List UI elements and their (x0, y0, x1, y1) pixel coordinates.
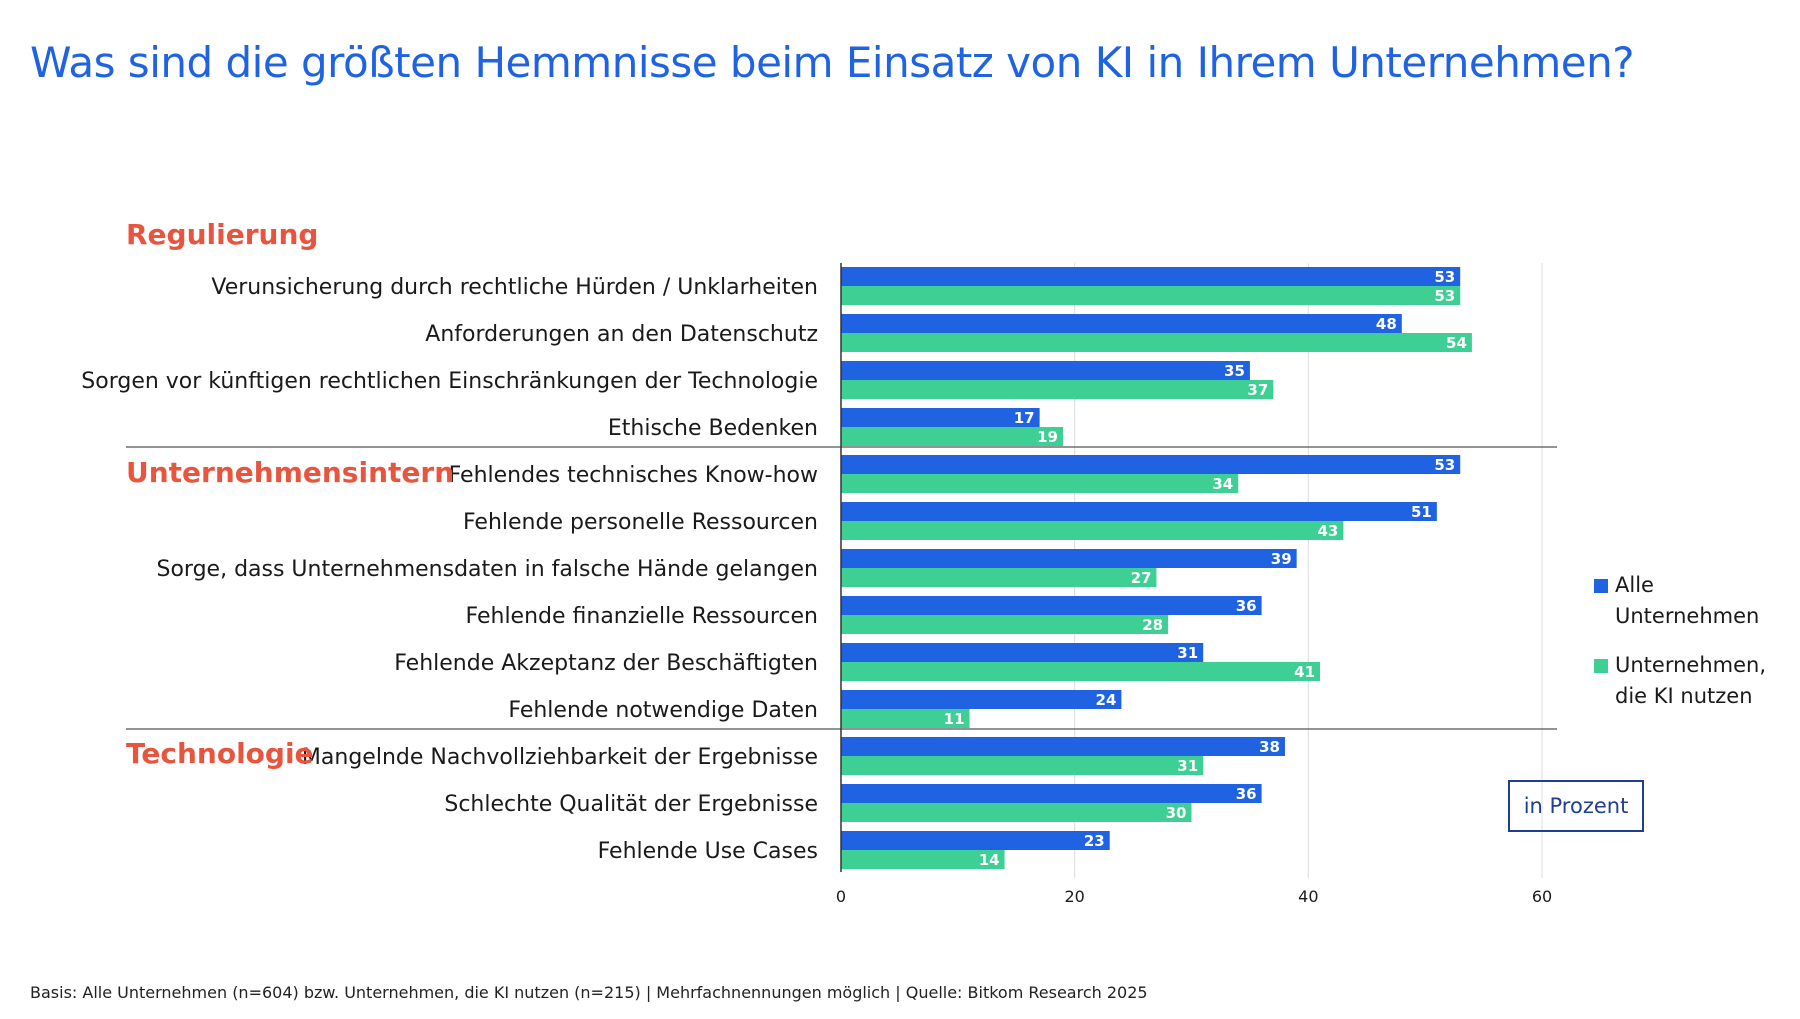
data-label: 14 (979, 851, 1000, 869)
data-label: 17 (1014, 409, 1035, 427)
data-label: 34 (1212, 475, 1233, 493)
category-label: Schlechte Qualität der Ergebnisse (444, 792, 818, 817)
category-label: Sorge, dass Unternehmensdaten in falsche… (157, 557, 819, 582)
bar-ki (841, 380, 1274, 399)
data-label: 54 (1446, 334, 1467, 352)
legend-swatch-ki (1594, 659, 1608, 673)
x-tick-label: 20 (1064, 887, 1084, 906)
bar-alle (841, 549, 1297, 568)
category-label: Fehlende finanzielle Ressourcen (466, 604, 818, 629)
category-label: Anforderungen an den Datenschutz (425, 322, 818, 347)
chart-title: Was sind die größten Hemmnisse beim Eins… (30, 38, 1635, 87)
category-label: Sorgen vor künftigen rechtlichen Einschr… (81, 369, 818, 394)
bar-alle (841, 267, 1461, 286)
legend: Alle Unternehmen Unternehmen, die KI nut… (1594, 570, 1794, 730)
data-label: 48 (1376, 315, 1397, 333)
bar-ki (841, 427, 1063, 446)
data-label: 53 (1434, 456, 1455, 474)
bar-ki (841, 521, 1344, 540)
data-label: 36 (1236, 597, 1257, 615)
bar-ki (841, 756, 1204, 775)
x-tick-label: 0 (836, 887, 846, 906)
bar-alle (841, 455, 1461, 474)
bar-ki (841, 615, 1169, 634)
bar-alle (841, 737, 1285, 756)
x-tick-label: 60 (1532, 887, 1552, 906)
category-label: Verunsicherung durch rechtliche Hürden /… (211, 275, 818, 300)
data-label: 39 (1271, 550, 1292, 568)
group-label: Regulierung (126, 218, 318, 251)
category-label: Fehlendes technisches Know-how (449, 463, 818, 488)
bar-alle (841, 690, 1122, 709)
footnote: Basis: Alle Unternehmen (n=604) bzw. Unt… (30, 983, 1148, 1002)
bar-alle (841, 643, 1204, 662)
bar-ki (841, 662, 1321, 681)
bar-ki (841, 333, 1472, 352)
bar-ki (841, 568, 1157, 587)
category-label: Fehlende notwendige Daten (508, 698, 818, 723)
category-label: Fehlende Use Cases (598, 839, 818, 864)
bar-alle (841, 361, 1250, 380)
legend-label-ki: Unternehmen, die KI nutzen (1615, 653, 1766, 708)
unit-label-box: in Prozent (1508, 780, 1644, 832)
bar-ki (841, 474, 1239, 493)
group-label: Technologie (126, 737, 314, 770)
bar-alle (841, 784, 1262, 803)
data-label: 51 (1411, 503, 1432, 521)
data-label: 37 (1247, 381, 1268, 399)
data-label: 27 (1131, 569, 1152, 587)
bar-ki (841, 286, 1461, 305)
bar-ki (841, 850, 1005, 869)
bar-ki (841, 709, 970, 728)
x-tick-label: 40 (1298, 887, 1318, 906)
category-label: Mangelnde Nachvollziehbarkeit der Ergebn… (302, 745, 818, 770)
data-label: 30 (1166, 804, 1187, 822)
data-label: 43 (1318, 522, 1339, 540)
data-label: 19 (1037, 428, 1058, 446)
bar-alle (841, 314, 1402, 333)
data-label: 31 (1177, 644, 1198, 662)
data-label: 36 (1236, 785, 1257, 803)
data-label: 24 (1096, 691, 1117, 709)
data-label: 11 (944, 710, 965, 728)
data-label: 31 (1177, 757, 1198, 775)
bar-alle (841, 408, 1040, 427)
data-label: 41 (1294, 663, 1315, 681)
legend-item-alle: Alle Unternehmen (1594, 570, 1794, 632)
data-label: 35 (1224, 362, 1245, 380)
group-label: Unternehmensintern (126, 456, 454, 489)
category-label: Ethische Bedenken (608, 416, 818, 441)
data-label: 53 (1434, 268, 1455, 286)
bar-ki (841, 803, 1192, 822)
data-label: 23 (1084, 832, 1105, 850)
unit-label: in Prozent (1523, 794, 1629, 818)
bar-alle (841, 596, 1262, 615)
legend-item-ki: Unternehmen, die KI nutzen (1594, 650, 1794, 712)
legend-swatch-alle (1594, 579, 1608, 593)
category-label: Fehlende Akzeptanz der Beschäftigten (394, 651, 818, 676)
data-label: 53 (1434, 287, 1455, 305)
category-label: Fehlende personelle Ressourcen (463, 510, 818, 535)
data-label: 28 (1142, 616, 1163, 634)
legend-label-alle: Alle Unternehmen (1615, 573, 1760, 628)
data-label: 38 (1259, 738, 1280, 756)
bar-alle (841, 502, 1437, 521)
bar-alle (841, 831, 1110, 850)
